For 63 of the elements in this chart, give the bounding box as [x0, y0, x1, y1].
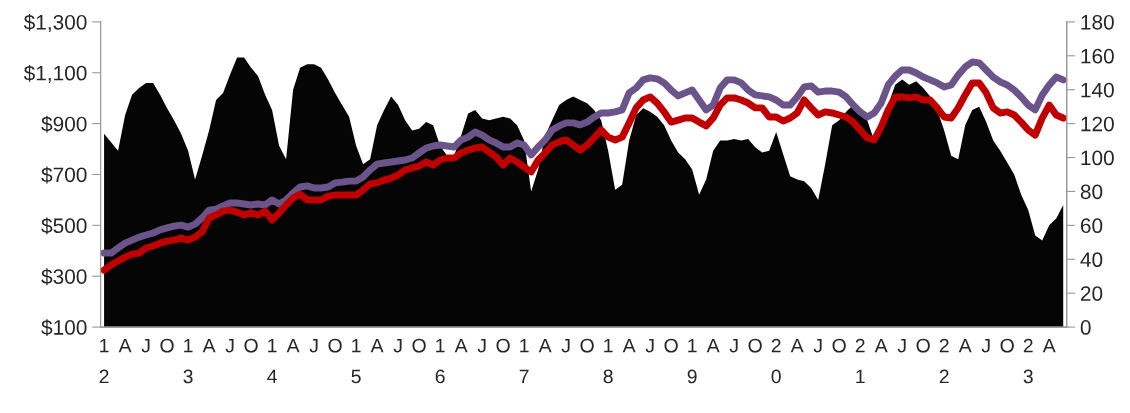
- y2-tick-label: 180: [1081, 14, 1114, 30]
- y-tick-label: $700: [41, 166, 87, 184]
- x-tick-label: O: [160, 338, 174, 353]
- x-tick-label: O: [580, 338, 594, 353]
- y2-tick-label: 160: [1081, 48, 1114, 64]
- x-tick-label: 1 8: [603, 338, 613, 384]
- x-tick-label: 2 1: [855, 338, 865, 384]
- x-tick-label: O: [328, 338, 342, 353]
- x-tick-label: A: [538, 338, 552, 353]
- y-tick-label: $900: [41, 115, 87, 133]
- x-tick-label: J: [393, 338, 402, 353]
- x-tick-label: O: [664, 338, 678, 353]
- x-tick-label: A: [622, 338, 636, 353]
- y-tick-label: $300: [41, 268, 87, 286]
- y-tick-label: $500: [41, 217, 87, 235]
- x-tick-label: J: [729, 338, 738, 353]
- y2-tick-label: 20: [1080, 286, 1103, 301]
- x-tick-label: O: [244, 338, 258, 353]
- x-tick-label: A: [202, 338, 216, 353]
- x-tick-label: J: [477, 338, 486, 353]
- x-tick-label: O: [412, 338, 426, 353]
- y2-tick-label: 80: [1080, 184, 1103, 200]
- x-tick-label: J: [561, 338, 570, 353]
- x-tick-label: 1 5: [351, 338, 361, 384]
- y2-tick-label: 140: [1081, 82, 1114, 98]
- x-tick-label: J: [813, 338, 822, 353]
- x-tick-label: J: [141, 338, 150, 353]
- x-tick-label: A: [370, 338, 384, 353]
- x-tick-label: A: [958, 338, 972, 353]
- y-tick-label: $100: [41, 319, 87, 337]
- x-tick-label: A: [286, 338, 300, 353]
- y2-tick-label: 60: [1080, 218, 1103, 234]
- x-tick-label: 1 2: [99, 338, 109, 384]
- x-tick-label: A: [454, 338, 468, 353]
- x-tick-label: J: [897, 338, 906, 353]
- y2-tick-label: 0: [1080, 320, 1091, 335]
- y-tick-label: $1,300: [23, 14, 87, 33]
- x-tick-label: J: [225, 338, 234, 353]
- y-tick-label: $1,100: [23, 64, 87, 83]
- x-tick-label: 1 9: [687, 338, 697, 384]
- y2-tick-label: 120: [1081, 116, 1114, 132]
- x-tick-label: O: [496, 338, 510, 353]
- x-tick-label: J: [981, 338, 990, 353]
- y2-tick-label: 100: [1081, 150, 1114, 166]
- x-tick-label: O: [832, 338, 846, 353]
- x-tick-label: 1 7: [519, 338, 529, 384]
- x-tick-label: A: [874, 338, 888, 353]
- x-tick-label: 1 3: [183, 338, 193, 384]
- y2-tick-label: 40: [1080, 252, 1103, 268]
- x-tick-label: J: [645, 338, 654, 353]
- x-tick-label: O: [1000, 338, 1014, 353]
- x-tick-label: 1 4: [267, 338, 277, 384]
- x-tick-label: O: [748, 338, 762, 353]
- x-tick-label: A: [1042, 338, 1056, 353]
- x-tick-label: J: [309, 338, 318, 353]
- x-tick-label: 2 3: [1023, 338, 1033, 384]
- x-tick-label: 2 2: [939, 338, 949, 384]
- x-tick-label: 2 0: [771, 338, 781, 384]
- x-tick-label: 1 6: [435, 338, 445, 384]
- x-tick-label: A: [706, 338, 720, 353]
- x-tick-label: A: [790, 338, 804, 353]
- x-tick-label: A: [118, 338, 132, 353]
- x-tick-label: O: [916, 338, 930, 353]
